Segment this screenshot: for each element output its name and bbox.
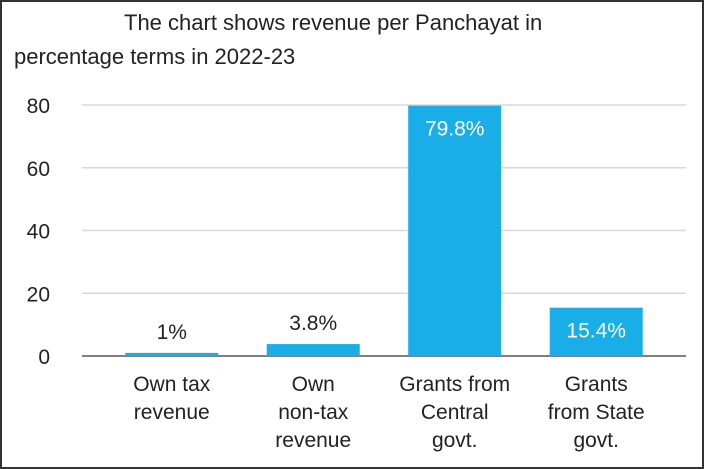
category-label-2-line-1: Central xyxy=(421,401,489,424)
category-label-3-line-0: Grants xyxy=(565,373,628,396)
y-tick-label-60: 60 xyxy=(27,158,50,181)
data-label-1: 3.8% xyxy=(289,312,337,335)
chart-title-line-1: The chart shows revenue per Panchayat in xyxy=(124,10,543,35)
y-tick-label-40: 40 xyxy=(27,221,50,244)
category-label-1-line-2: revenue xyxy=(275,429,351,452)
category-label-0-line-0: Own tax xyxy=(133,373,211,396)
y-tick-label-20: 20 xyxy=(27,283,50,306)
category-label-1-line-0: Own xyxy=(292,373,335,396)
category-label-3-line-2: govt. xyxy=(573,429,619,452)
data-label-0: 1% xyxy=(157,321,187,344)
category-label-2-line-0: Grants from xyxy=(399,373,510,396)
bar-2 xyxy=(408,105,502,356)
category-label-2-line-2: govt. xyxy=(432,429,478,452)
category-label-0-line-1: revenue xyxy=(134,401,210,424)
bar-1 xyxy=(266,344,360,356)
bar-3 xyxy=(549,307,643,356)
chart-title-line-2: percentage terms in 2022-23 xyxy=(14,44,296,69)
y-tick-label-0: 0 xyxy=(38,346,50,369)
data-label-3: 15.4% xyxy=(566,320,626,343)
bar-0 xyxy=(125,352,219,356)
y-tick-label-80: 80 xyxy=(27,95,50,118)
data-label-2: 79.8% xyxy=(425,118,485,141)
category-label-1-line-1: non-tax xyxy=(278,401,349,424)
chart-title: The chart shows revenue per Panchayat in… xyxy=(14,6,690,74)
category-label-3-line-1: from State xyxy=(548,401,645,424)
